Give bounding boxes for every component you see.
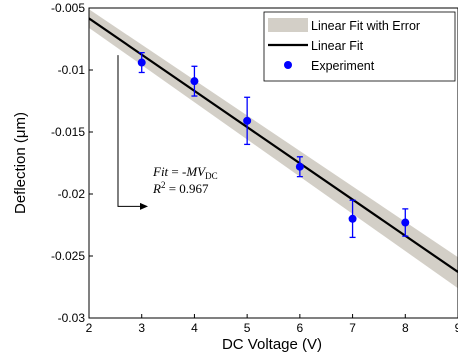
data-point-2 xyxy=(190,65,199,97)
y-tick-label: -0.015 xyxy=(51,125,85,139)
fit-annotation: Fit = -MVDC R2 = 0.967 xyxy=(117,55,218,210)
fit-error-band xyxy=(89,9,458,289)
legend-swatch-marker xyxy=(284,61,292,69)
r-squared: R2 = 0.967 xyxy=(152,180,209,196)
data-marker xyxy=(348,214,357,223)
x-axis-label: DC Voltage (V) xyxy=(222,336,322,353)
data-point-6 xyxy=(401,208,410,237)
y-tick-label: -0.025 xyxy=(51,249,85,263)
y-tick-label: -0.01 xyxy=(58,63,86,77)
legend-label-band: Linear Fit with Error xyxy=(311,19,420,33)
x-tick-label: 6 xyxy=(297,321,304,335)
y-tick-label: -0.02 xyxy=(58,187,86,201)
x-tick-label: 5 xyxy=(244,321,251,335)
data-marker xyxy=(243,116,252,125)
x-tick-label: 4 xyxy=(191,321,198,335)
data-point-5 xyxy=(348,199,357,239)
y-tick-label: -0.03 xyxy=(58,311,86,325)
legend-label-marker: Experiment xyxy=(311,59,375,73)
x-tick-label: 9 xyxy=(455,321,458,335)
data-point-1 xyxy=(137,51,146,74)
data-marker xyxy=(137,58,146,67)
data-marker xyxy=(295,162,304,171)
legend-label-line: Linear Fit xyxy=(311,39,364,53)
annotation-arrowhead xyxy=(140,202,148,210)
legend-swatch-band xyxy=(268,18,308,32)
fit-line xyxy=(89,17,458,273)
plot-frame xyxy=(88,7,458,319)
y-axis-label: Deflection (μm) xyxy=(12,112,29,214)
y-tick-label: -0.005 xyxy=(51,1,85,15)
x-tick-label: 3 xyxy=(138,321,145,335)
legend: Linear Fit with Error Linear Fit Experim… xyxy=(263,11,456,82)
x-tick-label: 2 xyxy=(86,321,93,335)
data-point-3 xyxy=(243,96,252,146)
fit-equation: Fit = -MVDC xyxy=(152,164,218,181)
data-marker xyxy=(401,218,410,227)
x-tick-label: 7 xyxy=(349,321,356,335)
data-point-4 xyxy=(295,156,304,178)
annotation-arrow xyxy=(117,55,142,207)
data-marker xyxy=(190,77,199,86)
x-tick-label: 8 xyxy=(402,321,409,335)
